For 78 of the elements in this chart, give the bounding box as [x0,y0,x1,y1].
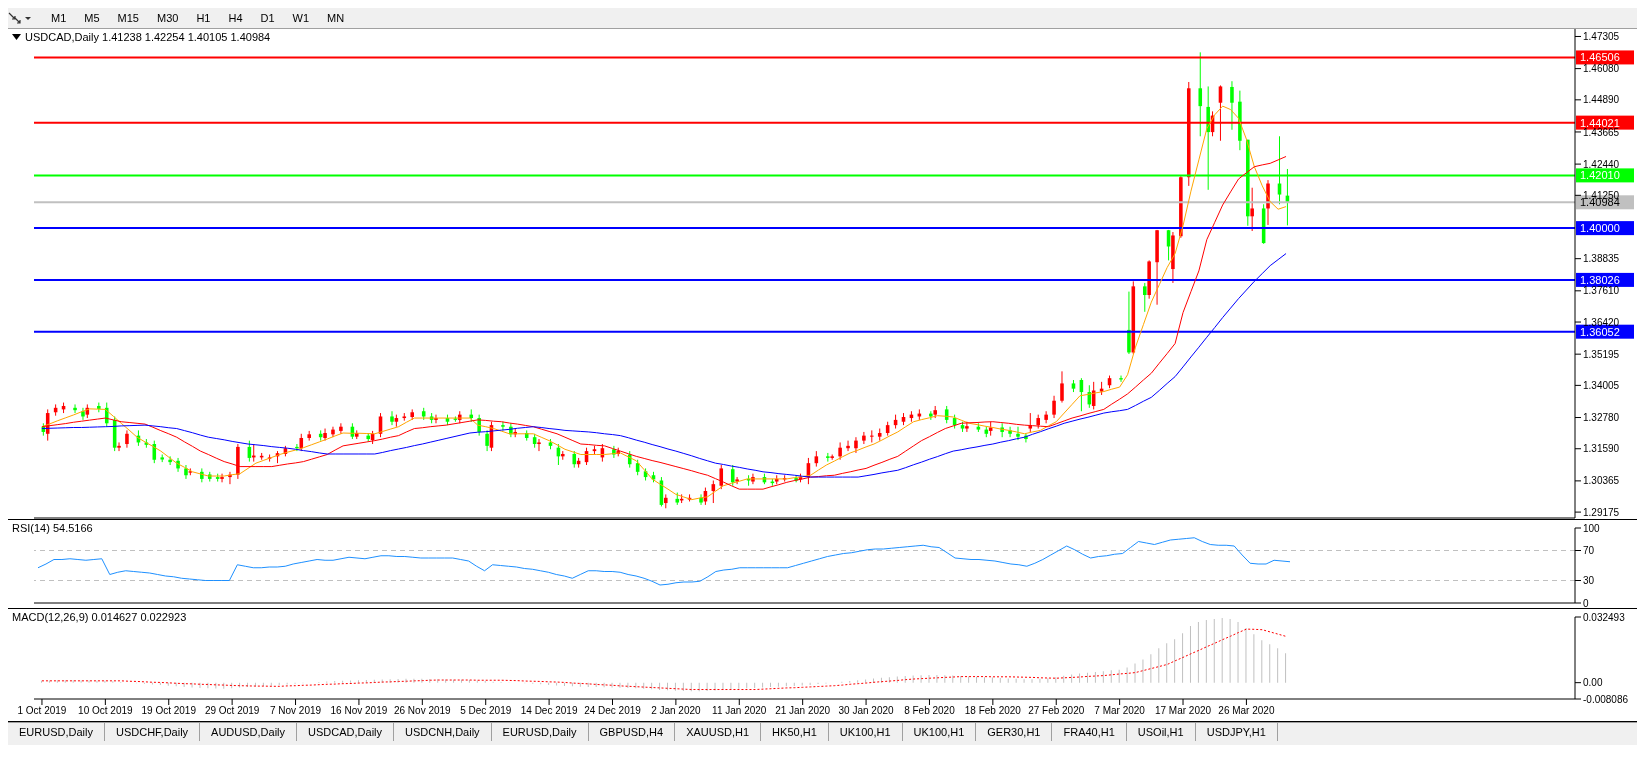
chart-title: RSI(14) 54.5166 [12,522,93,534]
text: FRA40,H1 [1052,723,1127,741]
chart-title: USDCAD,Daily 1.41238 1.42254 1.40105 1.40984 [25,31,271,43]
y-tick-label: 100 [1583,522,1601,534]
ref-line-label: 1.36052 [1580,325,1620,338]
y-tick-label: 1.34005 [1583,379,1620,391]
x-tick-label: 26 Mar 2020 [1218,705,1275,717]
text: EURUSD,Daily [491,723,589,741]
x-tick-label: 16 Nov 2019 [330,705,388,717]
text: XAUUSD,H1 [675,723,762,741]
x-tick-label: 18 Feb 2020 [964,705,1022,717]
y-tick-label: 1.30365 [1583,475,1620,487]
y-tick-label: 70 [1583,545,1595,557]
y-tick-label: 1.46080 [1583,63,1620,75]
text: USDCHF,Daily [104,723,201,741]
text: H4 [227,12,244,24]
text: USDJPY,H1 [1195,723,1278,741]
chart-title: MACD(12,26,9) 0.014627 0.022923 [12,611,187,623]
x-tick-label: 26 Nov 2019 [393,705,452,717]
x-tick-label: 7 Nov 2019 [269,705,322,717]
x-tick-label: 17 Mar 2020 [1154,705,1212,717]
text: M15 [116,12,140,24]
x-tick-label: 27 Feb 2020 [1028,705,1085,717]
text: MN [326,12,346,24]
ref-line-label: 1.40000 [1580,222,1620,235]
ref-line-label: 1.42010 [1580,169,1620,182]
text: USDCAD,Daily [297,723,395,741]
x-tick-label: 10 Oct 2019 [78,705,134,717]
y-tick-label: 1.32780 [1583,412,1620,424]
text: D1 [259,12,276,24]
x-tick-label: 19 Oct 2019 [141,705,197,717]
y-tick-label: 1.47305 [1583,31,1620,43]
x-tick-label: 8 Feb 2020 [904,705,956,717]
text: UK100,H1 [828,723,903,741]
y-tick-label: 0.00 [1583,677,1603,689]
y-tick-label: 1.44890 [1583,94,1620,106]
line-series [41,105,1287,501]
y-tick-label: 1.38835 [1583,253,1620,265]
x-tick-label: 7 Mar 2020 [1094,705,1146,717]
text: W1 [291,12,311,24]
x-tick-label: 11 Jan 2020 [712,705,767,717]
x-tick-label: 21 Jan 2020 [775,705,831,717]
text: M1 [50,12,68,24]
y-tick-label: -0.008086 [1583,693,1629,705]
y-tick-label: 0 [1583,597,1589,609]
y-tick-label: 30 [1583,575,1595,587]
text: HK50,H1 [761,723,829,741]
text: GER30,H1 [976,723,1053,741]
line-series [41,628,1287,691]
text: M30 [155,12,180,24]
x-tick-label: 5 Dec 2019 [460,705,512,717]
text: AUDUSD,Daily [200,723,298,741]
text: UK100,H1 [902,723,977,741]
ref-line-label: 1.38026 [1580,273,1620,286]
line-series [41,156,1287,490]
x-tick-label: 1 Oct 2019 [17,705,67,717]
ref-line-label: 1.46506 [1580,51,1620,64]
text: USOil,H1 [1126,723,1196,741]
text: EURUSD,Daily [8,723,105,741]
x-tick-label: 30 Jan 2020 [838,705,895,717]
x-tick-label: 24 Dec 2019 [584,705,642,717]
line-series [37,537,1291,586]
y-tick-label: 0.032493 [1583,611,1626,623]
y-tick-label: 1.37610 [1583,285,1620,297]
x-tick-label: 2 Jan 2020 [651,705,702,717]
y-tick-label: 1.42440 [1583,158,1620,170]
y-tick-label: 1.43665 [1583,126,1620,138]
text: M5 [83,12,101,24]
ref-line-label: 1.44021 [1580,116,1620,129]
x-tick-label: 14 Dec 2019 [520,705,578,717]
y-tick-label: 1.36420 [1583,316,1620,328]
x-tick-label: 29 Oct 2019 [204,705,260,717]
y-tick-label: 1.31590 [1583,443,1620,455]
y-tick-label: 1.35195 [1583,348,1620,360]
y-tick-label: 1.29175 [1583,506,1620,518]
text: GBPUSD,H4 [588,723,676,741]
text: H1 [195,12,212,24]
text: USDCNH,Daily [394,723,492,741]
